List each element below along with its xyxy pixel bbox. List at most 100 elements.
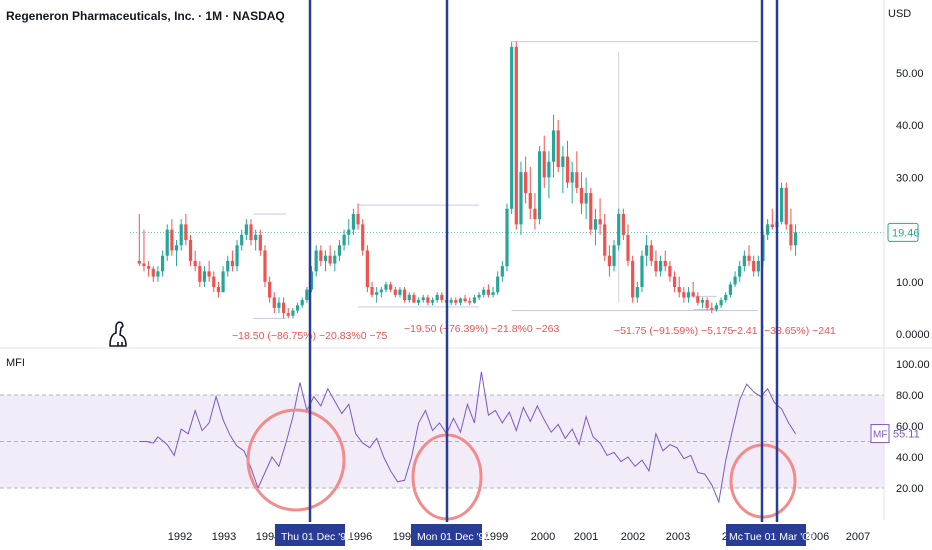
candle-body[interactable] bbox=[756, 260, 760, 272]
candle-body[interactable] bbox=[295, 305, 300, 311]
candle-body[interactable] bbox=[631, 260, 635, 298]
candle-body[interactable] bbox=[333, 255, 337, 264]
candle-body[interactable] bbox=[235, 245, 239, 267]
candle-body[interactable] bbox=[793, 232, 798, 246]
candle-body[interactable] bbox=[202, 271, 207, 282]
candle-body[interactable] bbox=[668, 266, 672, 277]
candle-body[interactable] bbox=[449, 300, 453, 303]
candle-body[interactable] bbox=[398, 289, 402, 295]
candle-body[interactable] bbox=[528, 193, 532, 209]
candle-body[interactable] bbox=[537, 151, 542, 220]
candle-body[interactable] bbox=[337, 245, 342, 256]
candle-body[interactable] bbox=[412, 294, 416, 303]
candle-body[interactable] bbox=[514, 46, 518, 225]
candle-body[interactable] bbox=[286, 313, 290, 316]
candle-body[interactable] bbox=[147, 266, 151, 269]
candle-body[interactable] bbox=[319, 250, 323, 261]
price-pane[interactable]: −18.50 (−86.75%) −20.83%0 −75−19.50 (−76… bbox=[130, 41, 884, 342]
candle-body[interactable] bbox=[323, 255, 328, 261]
candle-body[interactable] bbox=[724, 294, 728, 301]
candle-body[interactable] bbox=[477, 294, 481, 298]
candle-body[interactable] bbox=[589, 193, 593, 230]
candle-body[interactable] bbox=[221, 271, 225, 293]
candle-body[interactable] bbox=[482, 289, 486, 295]
candle-body[interactable] bbox=[752, 260, 756, 272]
candle-body[interactable] bbox=[230, 260, 234, 267]
candle-body[interactable] bbox=[491, 292, 495, 295]
candle-body[interactable] bbox=[403, 289, 407, 301]
last-price-badge[interactable] bbox=[887, 222, 919, 242]
candle-body[interactable] bbox=[328, 255, 332, 264]
candle-body[interactable] bbox=[747, 255, 751, 261]
candle-body[interactable] bbox=[710, 307, 714, 310]
candle-body[interactable] bbox=[179, 224, 183, 246]
candle-body[interactable] bbox=[584, 193, 588, 204]
candle-body[interactable] bbox=[533, 208, 537, 220]
candle-body[interactable] bbox=[426, 297, 430, 303]
candle-body[interactable] bbox=[277, 302, 281, 308]
candle-body[interactable] bbox=[658, 260, 663, 272]
currency-label[interactable]: USD bbox=[888, 8, 912, 20]
candle-body[interactable] bbox=[714, 305, 719, 310]
candle-body[interactable] bbox=[240, 234, 244, 246]
mfi-name-badge[interactable] bbox=[870, 424, 890, 444]
candle-body[interactable] bbox=[188, 240, 193, 261]
candle-body[interactable] bbox=[542, 151, 546, 178]
candle-body[interactable] bbox=[421, 297, 425, 301]
candle-body[interactable] bbox=[556, 130, 560, 167]
candle-body[interactable] bbox=[719, 300, 723, 306]
candle-body[interactable] bbox=[486, 289, 490, 295]
candle-body[interactable] bbox=[696, 296, 700, 303]
candle-body[interactable] bbox=[635, 287, 639, 298]
candle-body[interactable] bbox=[728, 284, 733, 295]
candle-body[interactable] bbox=[565, 156, 570, 183]
candle-body[interactable] bbox=[435, 294, 439, 301]
candle-body[interactable] bbox=[389, 284, 393, 290]
candle-body[interactable] bbox=[505, 208, 509, 267]
candle-body[interactable] bbox=[244, 224, 248, 235]
cursor-date-badge-partial[interactable] bbox=[726, 524, 742, 546]
candle-body[interactable] bbox=[370, 287, 374, 295]
candle-body[interactable] bbox=[393, 289, 397, 295]
candle-body[interactable] bbox=[160, 255, 165, 272]
candle-body[interactable] bbox=[649, 245, 653, 261]
candle-body[interactable] bbox=[677, 287, 681, 293]
candle-body[interactable] bbox=[612, 245, 616, 267]
mfi-pane[interactable] bbox=[0, 371, 884, 521]
candle-body[interactable] bbox=[640, 255, 644, 288]
candle-body[interactable] bbox=[268, 281, 272, 298]
candle-body[interactable] bbox=[356, 213, 360, 225]
candle-body[interactable] bbox=[142, 263, 146, 267]
candle-body[interactable] bbox=[500, 266, 504, 277]
candle-body[interactable] bbox=[570, 172, 574, 183]
candle-body[interactable] bbox=[575, 172, 579, 188]
candle-body[interactable] bbox=[672, 276, 677, 288]
candle-body[interactable] bbox=[291, 310, 295, 316]
candle-body[interactable] bbox=[705, 300, 709, 308]
candle-body[interactable] bbox=[784, 187, 788, 225]
cursor-date-badge[interactable] bbox=[738, 524, 806, 546]
candle-body[interactable] bbox=[198, 266, 202, 282]
candle-body[interactable] bbox=[407, 294, 411, 301]
candle-body[interactable] bbox=[351, 213, 356, 230]
candle-body[interactable] bbox=[770, 224, 774, 227]
candle-body[interactable] bbox=[184, 224, 188, 241]
candle-body[interactable] bbox=[780, 187, 784, 222]
candle-body[interactable] bbox=[281, 302, 286, 314]
candle-body[interactable] bbox=[598, 219, 602, 225]
candle-body[interactable] bbox=[547, 161, 551, 178]
candle-body[interactable] bbox=[342, 234, 346, 246]
candle-body[interactable] bbox=[216, 287, 221, 293]
candle-body[interactable] bbox=[579, 187, 584, 204]
candle-body[interactable] bbox=[305, 289, 309, 301]
cursor-date-badge[interactable] bbox=[275, 524, 345, 546]
candle-body[interactable] bbox=[174, 245, 179, 251]
candle-body[interactable] bbox=[263, 250, 267, 282]
candle-body[interactable] bbox=[468, 301, 472, 303]
tradingview-logo-icon[interactable] bbox=[106, 318, 132, 348]
candle-body[interactable] bbox=[212, 276, 216, 288]
candle-body[interactable] bbox=[686, 292, 691, 298]
candle-body[interactable] bbox=[156, 271, 160, 277]
candle-body[interactable] bbox=[663, 260, 667, 267]
candle-body[interactable] bbox=[384, 284, 388, 290]
